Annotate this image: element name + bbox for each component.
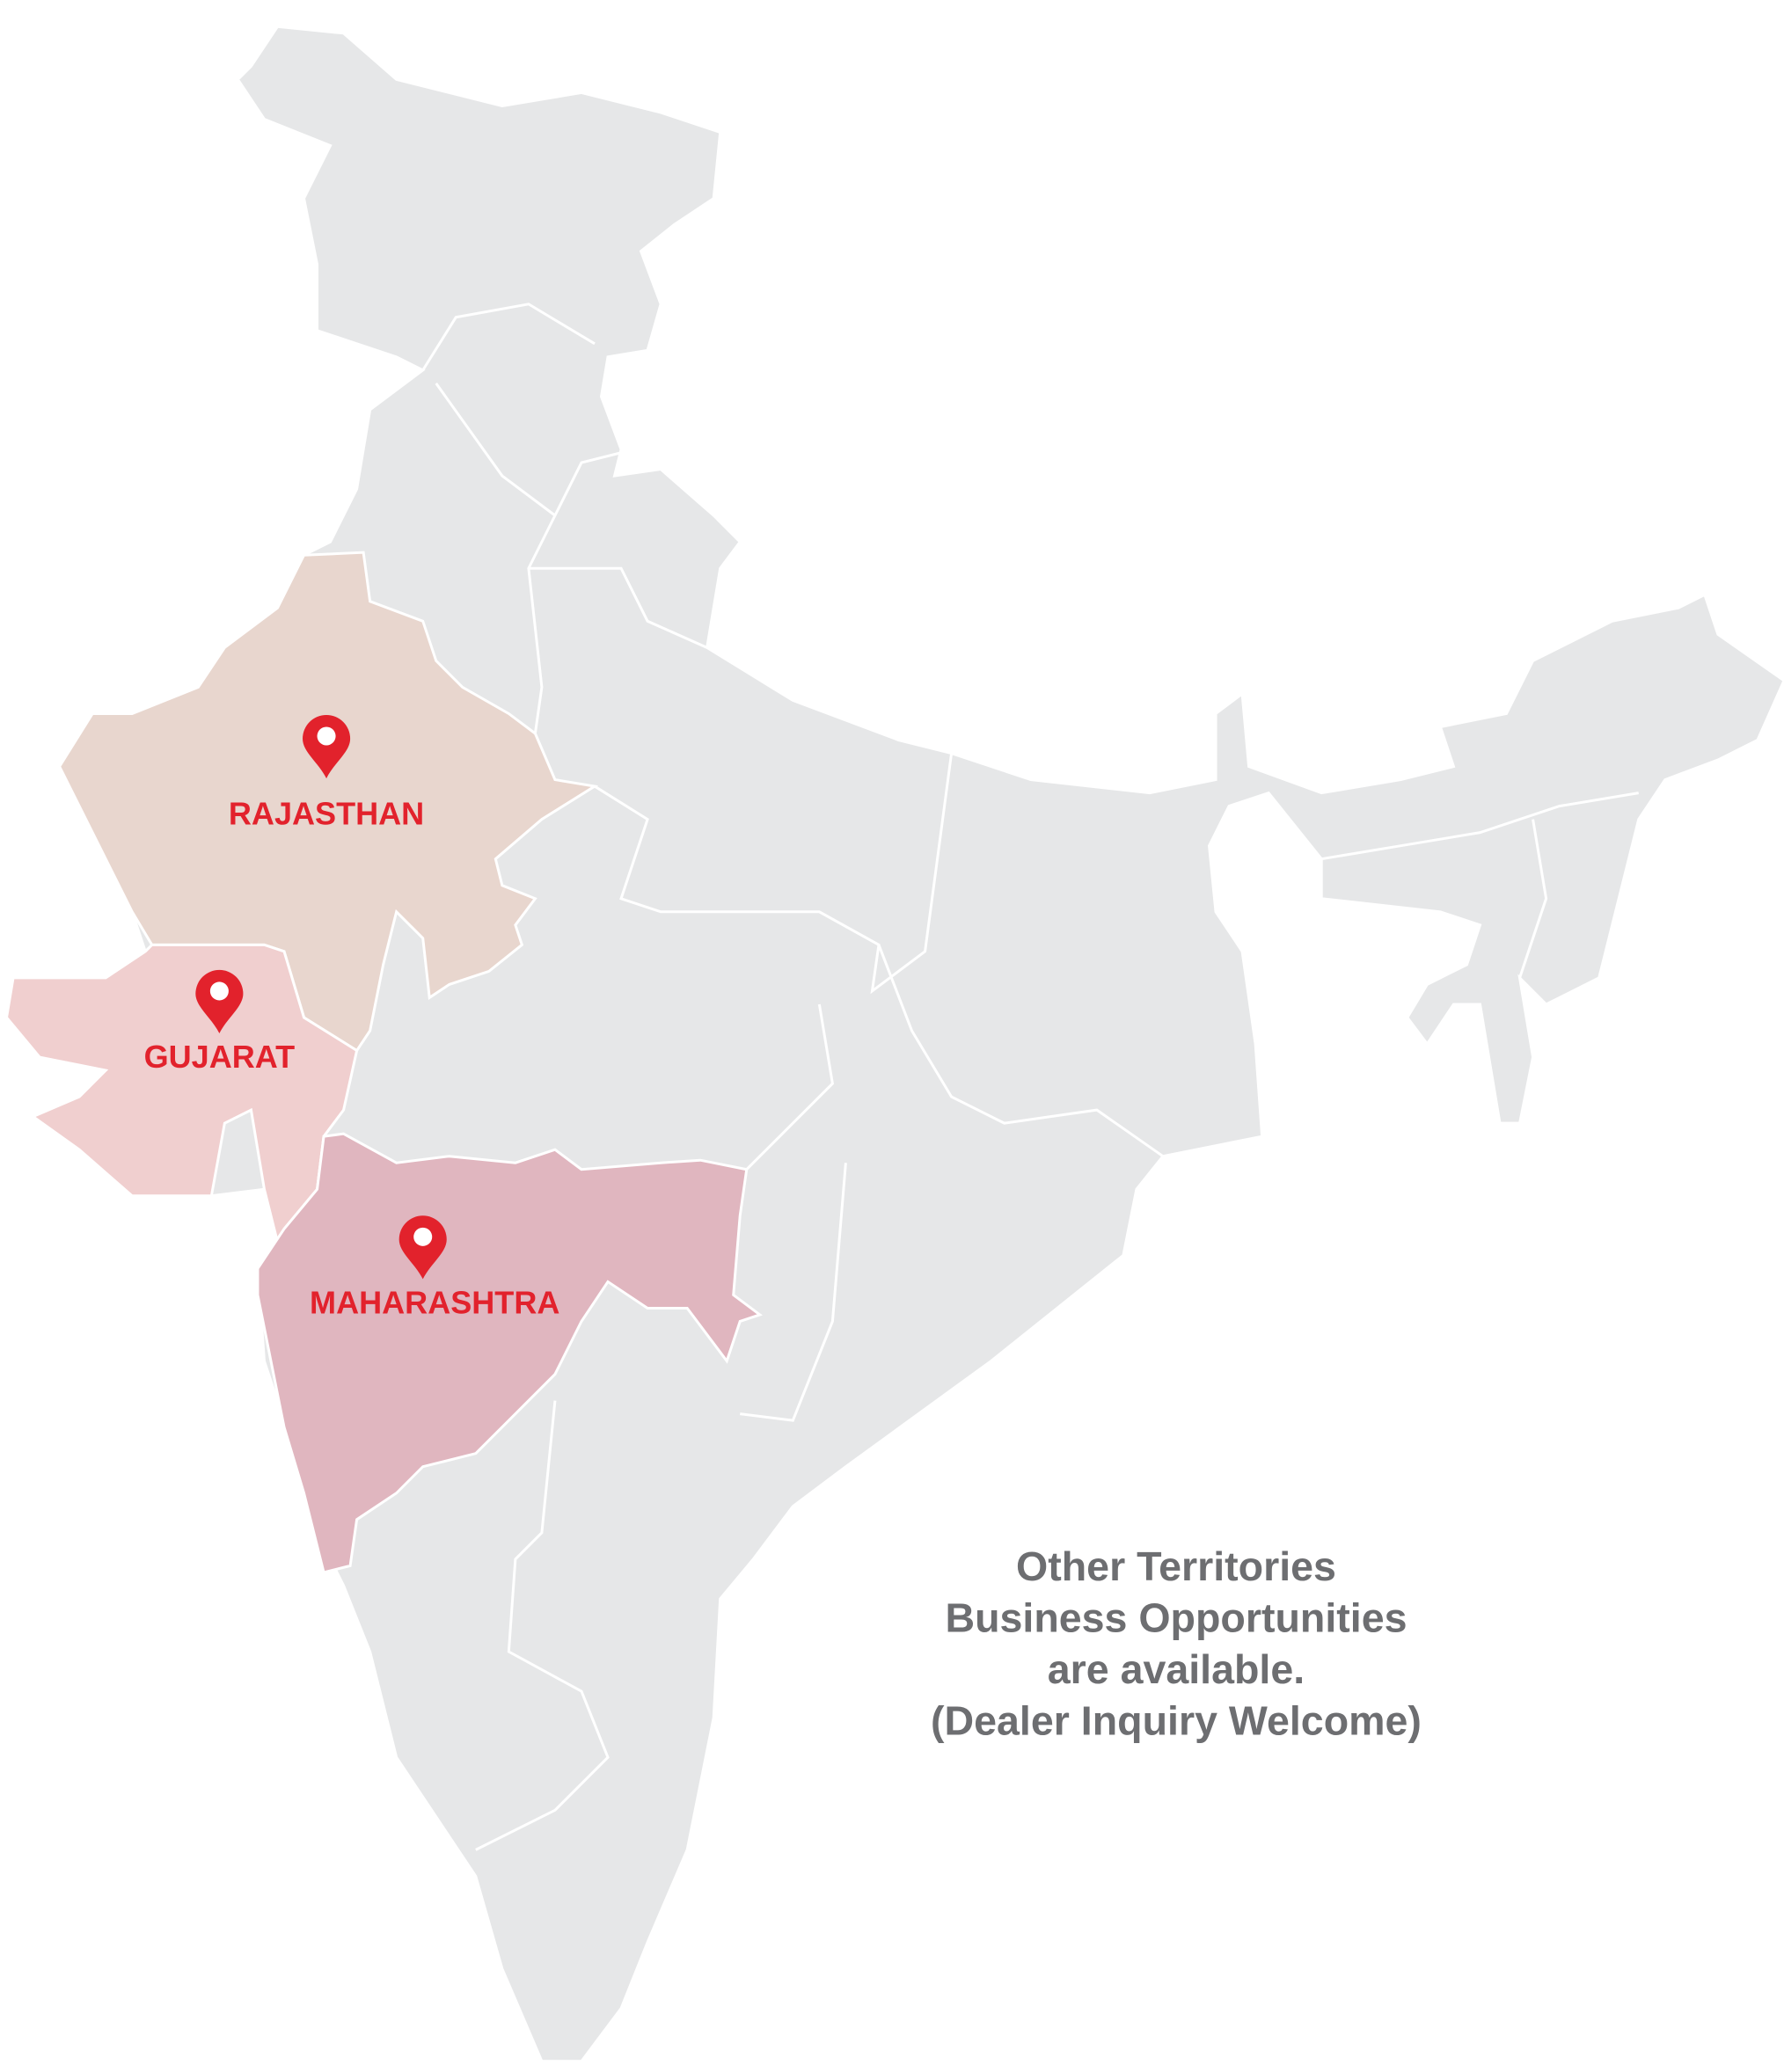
state-label: RAJASTHAN (229, 796, 424, 832)
location-pin (303, 714, 351, 779)
rajasthan-region (57, 551, 599, 1053)
location-pin (398, 1215, 447, 1280)
state-label: GUJARAT (144, 1039, 296, 1075)
note-line: are available. (1048, 1646, 1305, 1692)
maharashtra-region (256, 1132, 763, 1574)
state-label: MAHARASHTRA (310, 1284, 559, 1320)
state-borders (421, 303, 1640, 1851)
note-line: Business Opportunities (945, 1595, 1407, 1641)
note-line: (Dealer Inquiry Welcome) (931, 1698, 1422, 1744)
gujarat-region (4, 943, 359, 1244)
note-line: Other Territories (1016, 1543, 1336, 1589)
location-pin (195, 969, 244, 1033)
